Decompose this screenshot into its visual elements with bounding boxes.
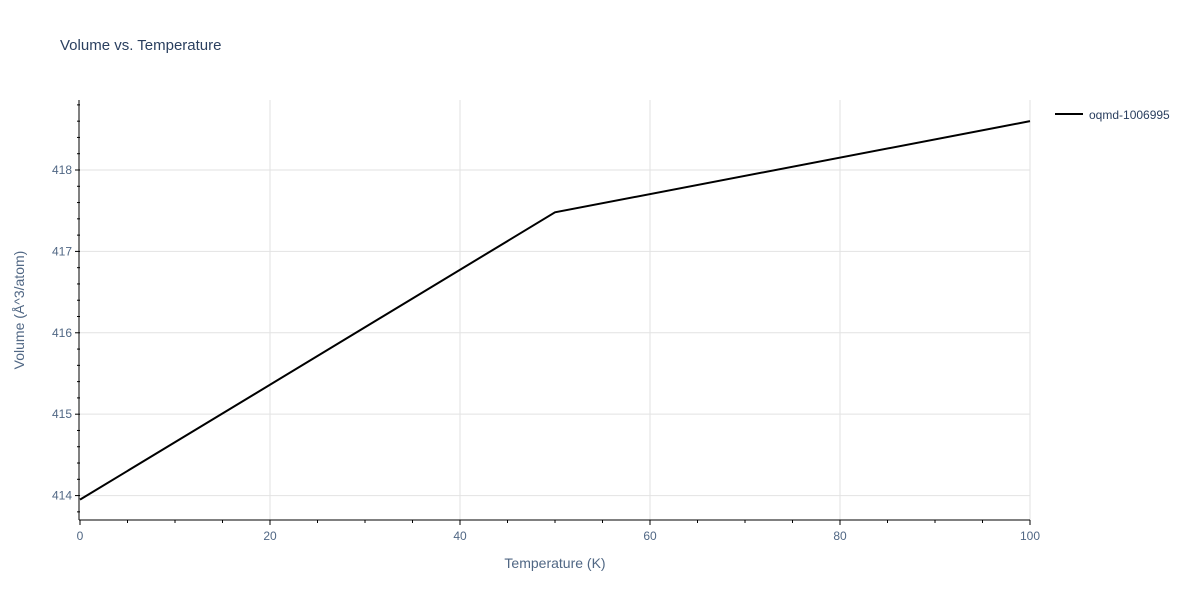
y-tick-label: 416 (52, 326, 72, 340)
chart-title: Volume vs. Temperature (60, 37, 221, 54)
y-tick-label: 417 (52, 244, 72, 258)
legend-label-oqmd-1006995[interactable]: oqmd-1006995 (1089, 108, 1170, 122)
x-tick-label: 100 (1020, 529, 1040, 543)
x-axis-title: Temperature (K) (504, 555, 605, 571)
x-tick-label: 0 (77, 529, 84, 543)
x-tick-label: 60 (643, 529, 657, 543)
minor-ticks (77, 104, 983, 523)
series-line-oqmd-1006995[interactable] (79, 120, 1031, 501)
x-tick-label: 80 (833, 529, 847, 543)
y-axis-title: Volume (Å^3/atom) (11, 251, 27, 370)
x-tick-label: 20 (263, 529, 277, 543)
legend[interactable]: oqmd-1006995 (1055, 108, 1170, 122)
x-tick-label: 40 (453, 529, 467, 543)
y-tick-label: 418 (52, 163, 72, 177)
grid (80, 100, 1031, 520)
y-axis-ticks: 414 415 416 417 418 (52, 163, 80, 503)
y-tick-label: 415 (52, 407, 72, 421)
series-layer (79, 120, 1031, 501)
y-tick-label: 414 (52, 489, 72, 503)
x-axis-ticks: 0 20 40 60 80 100 (77, 520, 1040, 543)
